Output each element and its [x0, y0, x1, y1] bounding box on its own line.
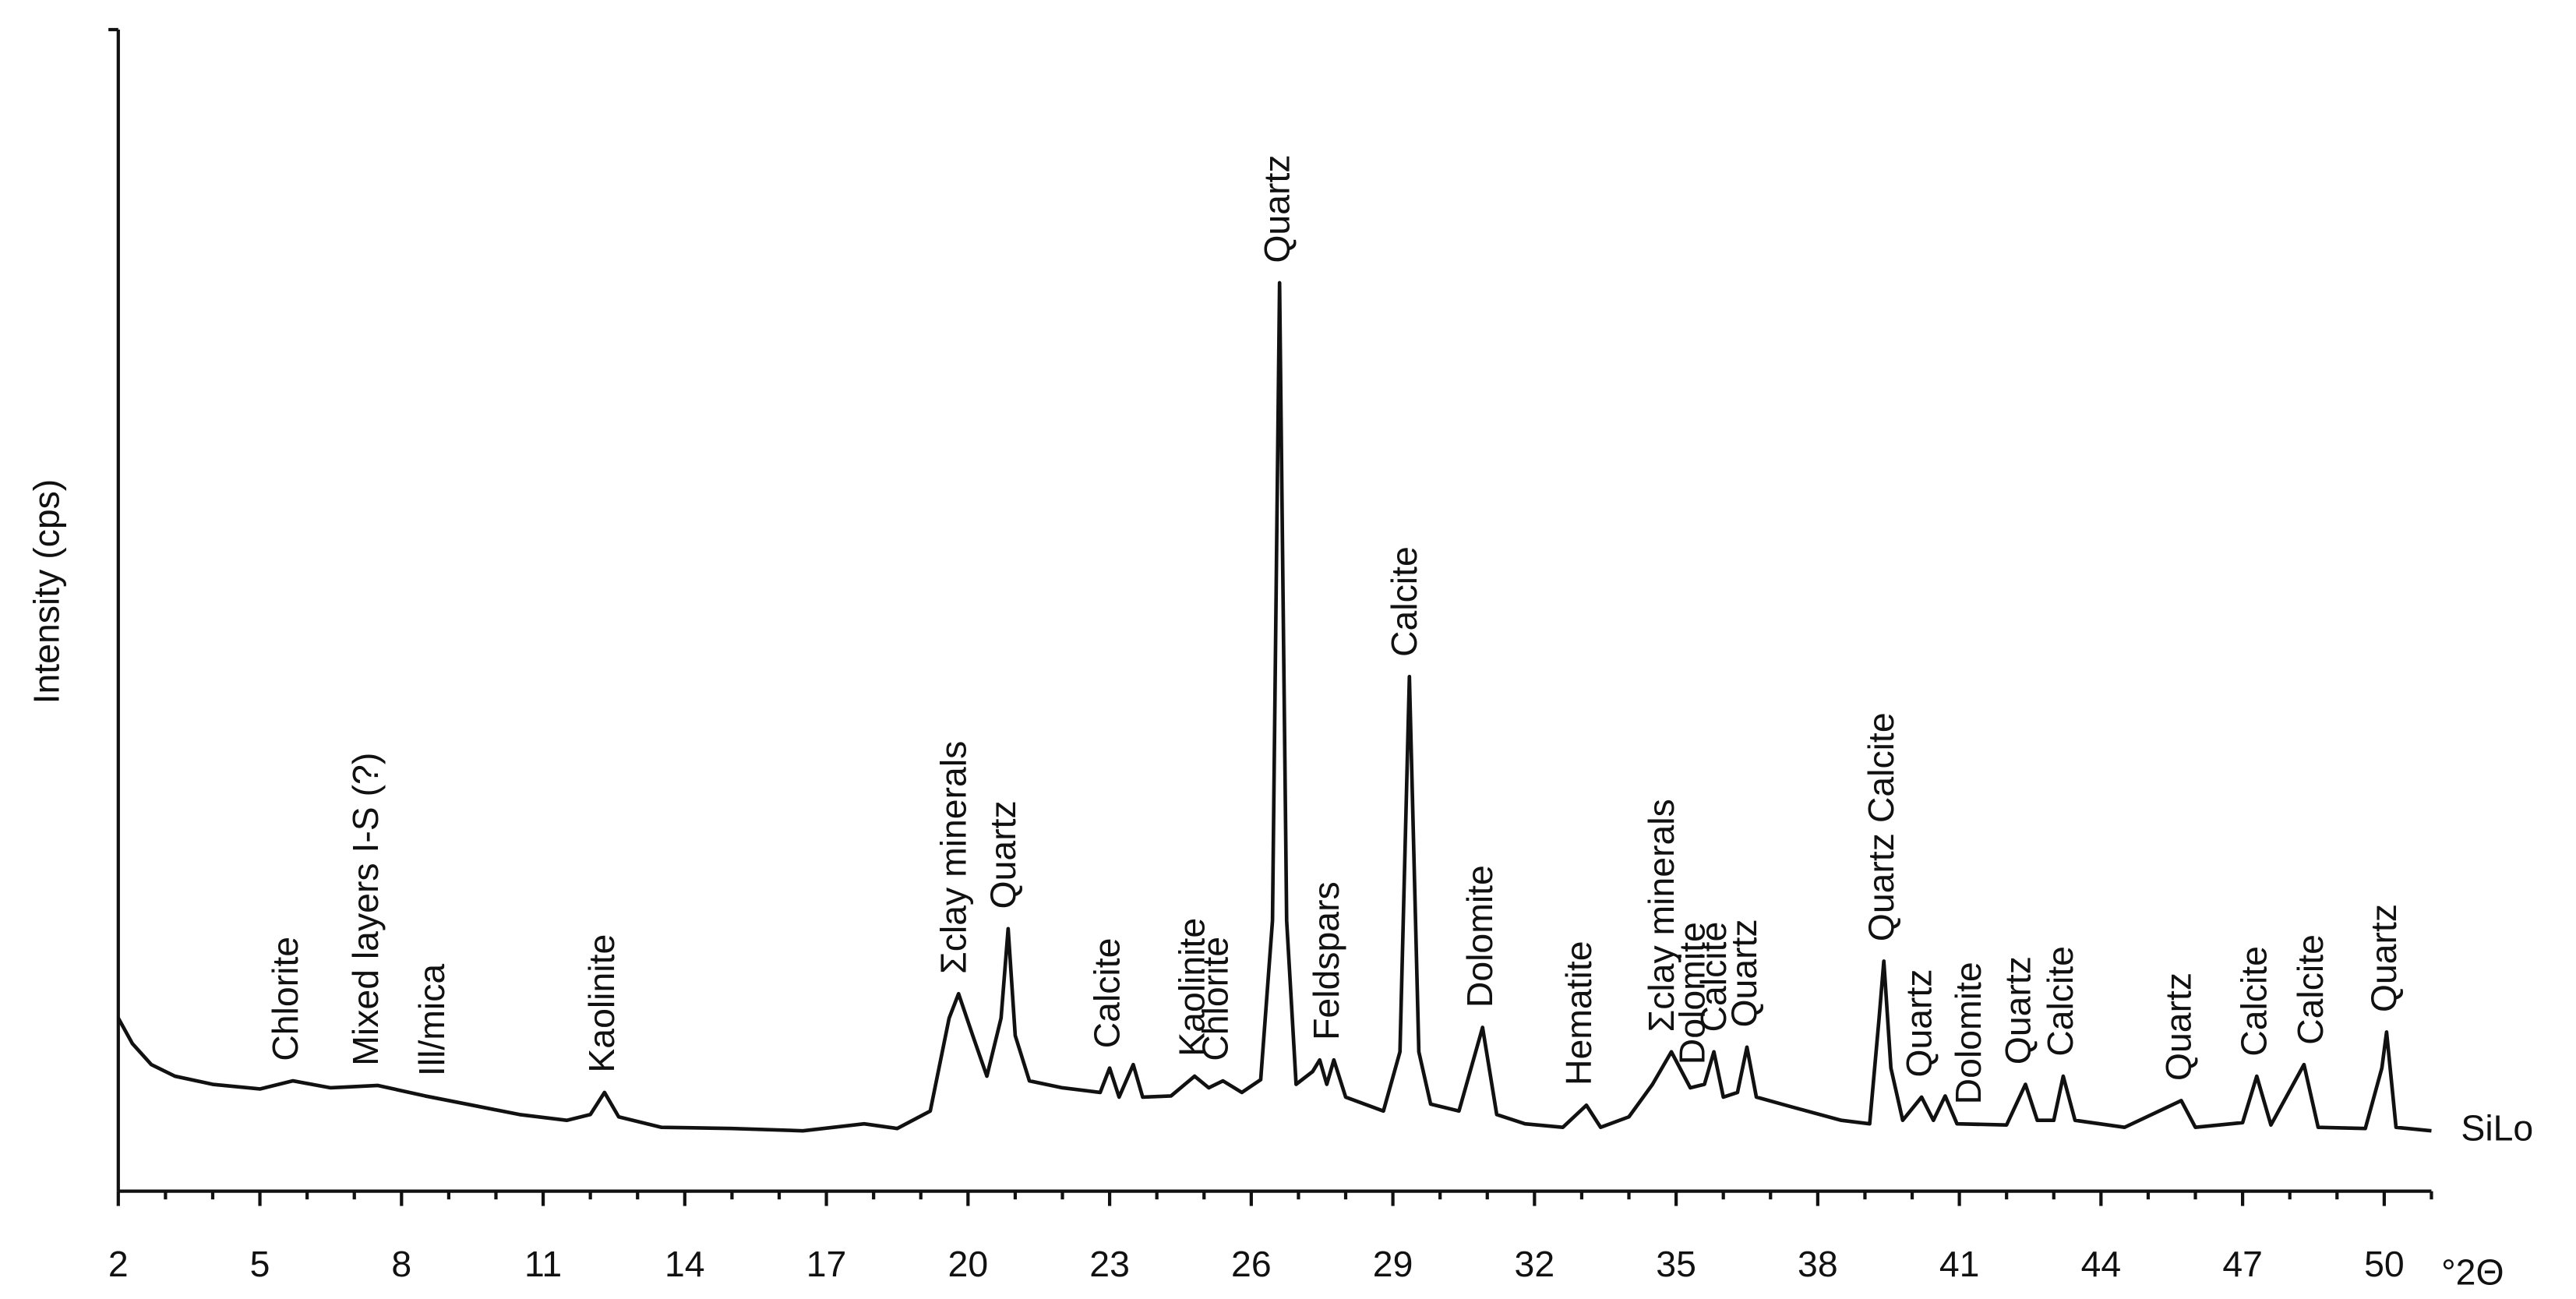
peak-label: Hematite [1558, 941, 1599, 1085]
x-tick-label: 44 [2081, 1244, 2122, 1284]
x-tick-label: 29 [1373, 1244, 1413, 1284]
y-axis-title: Intensity (cps) [26, 479, 67, 704]
peak-label: Dolomite [1948, 962, 1988, 1104]
x-tick-label: 14 [665, 1244, 705, 1284]
x-tick-label: 32 [1515, 1244, 1555, 1284]
x-tick-label: 2 [108, 1244, 129, 1284]
peak-label: Quartz [1256, 154, 1297, 263]
peak-label: Quartz [1724, 919, 1764, 1027]
series-label: SiLo [2461, 1107, 2533, 1148]
peak-label: Calcite [2040, 946, 2080, 1057]
peak-label: Kaolinite [1171, 918, 1212, 1057]
peak-label: Dolomite [1672, 922, 1713, 1064]
x-tick-label: 41 [1939, 1244, 1980, 1284]
peak-label: Calcite [1384, 546, 1424, 657]
peak-label: Mixed layers I-S (?) [345, 753, 386, 1066]
x-tick-label: 35 [1656, 1244, 1696, 1284]
peak-label: Ill/mica [411, 964, 452, 1076]
x-tick-label: 17 [806, 1244, 847, 1284]
peak-label: Quartz Calcite [1861, 712, 1901, 941]
x-tick-label: 11 [524, 1244, 562, 1284]
x-tick-label: 20 [948, 1244, 989, 1284]
x-axis-unit: °2Θ [2441, 1251, 2504, 1292]
x-tick-label: 26 [1231, 1244, 1272, 1284]
x-tick-label: 8 [391, 1244, 411, 1284]
peak-label: Σclay minerals [1641, 799, 1681, 1032]
peak-label: Dolomite [1459, 865, 1500, 1008]
peak-label: Calcite [2234, 946, 2274, 1057]
x-tick-label: 38 [1798, 1244, 1838, 1284]
x-tick-label: 5 [250, 1244, 270, 1284]
peak-label: Quartz [2363, 904, 2404, 1012]
x-tick-label: 47 [2222, 1244, 2263, 1284]
peak-label: Quartz [2158, 972, 2199, 1081]
peak-label: Calcite [1693, 922, 1734, 1032]
peak-label: Feldspars [1306, 881, 1346, 1040]
peak-label: Calcite [2290, 934, 2331, 1045]
data-line [116, 281, 2432, 1133]
peak-label: Quartz [1898, 969, 1939, 1077]
peak-label: Chlorite [265, 937, 305, 1061]
peak-label: Calcite [1086, 938, 1127, 1049]
x-tick-label: 50 [2364, 1244, 2405, 1284]
x-tick-label: 23 [1089, 1244, 1130, 1284]
peak-label: Chlorite [1195, 937, 1236, 1061]
peak-label: Kaolinite [581, 934, 622, 1073]
peak-label: Quartz [983, 800, 1023, 909]
peak-label: Σclay minerals [933, 741, 973, 974]
peak-label: Quartz [1998, 956, 2038, 1064]
